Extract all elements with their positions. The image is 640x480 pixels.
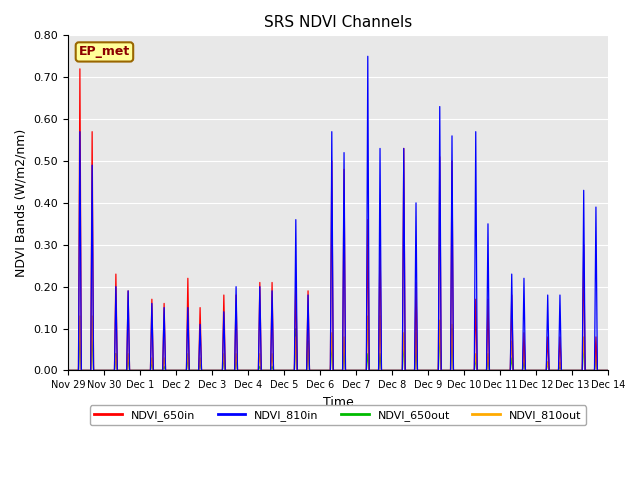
Title: SRS NDVI Channels: SRS NDVI Channels	[264, 15, 412, 30]
X-axis label: Time: Time	[323, 396, 353, 408]
Y-axis label: NDVI Bands (W/m2/nm): NDVI Bands (W/m2/nm)	[15, 129, 28, 277]
Text: EP_met: EP_met	[79, 46, 130, 59]
Legend: NDVI_650in, NDVI_810in, NDVI_650out, NDVI_810out: NDVI_650in, NDVI_810in, NDVI_650out, NDV…	[90, 406, 586, 425]
